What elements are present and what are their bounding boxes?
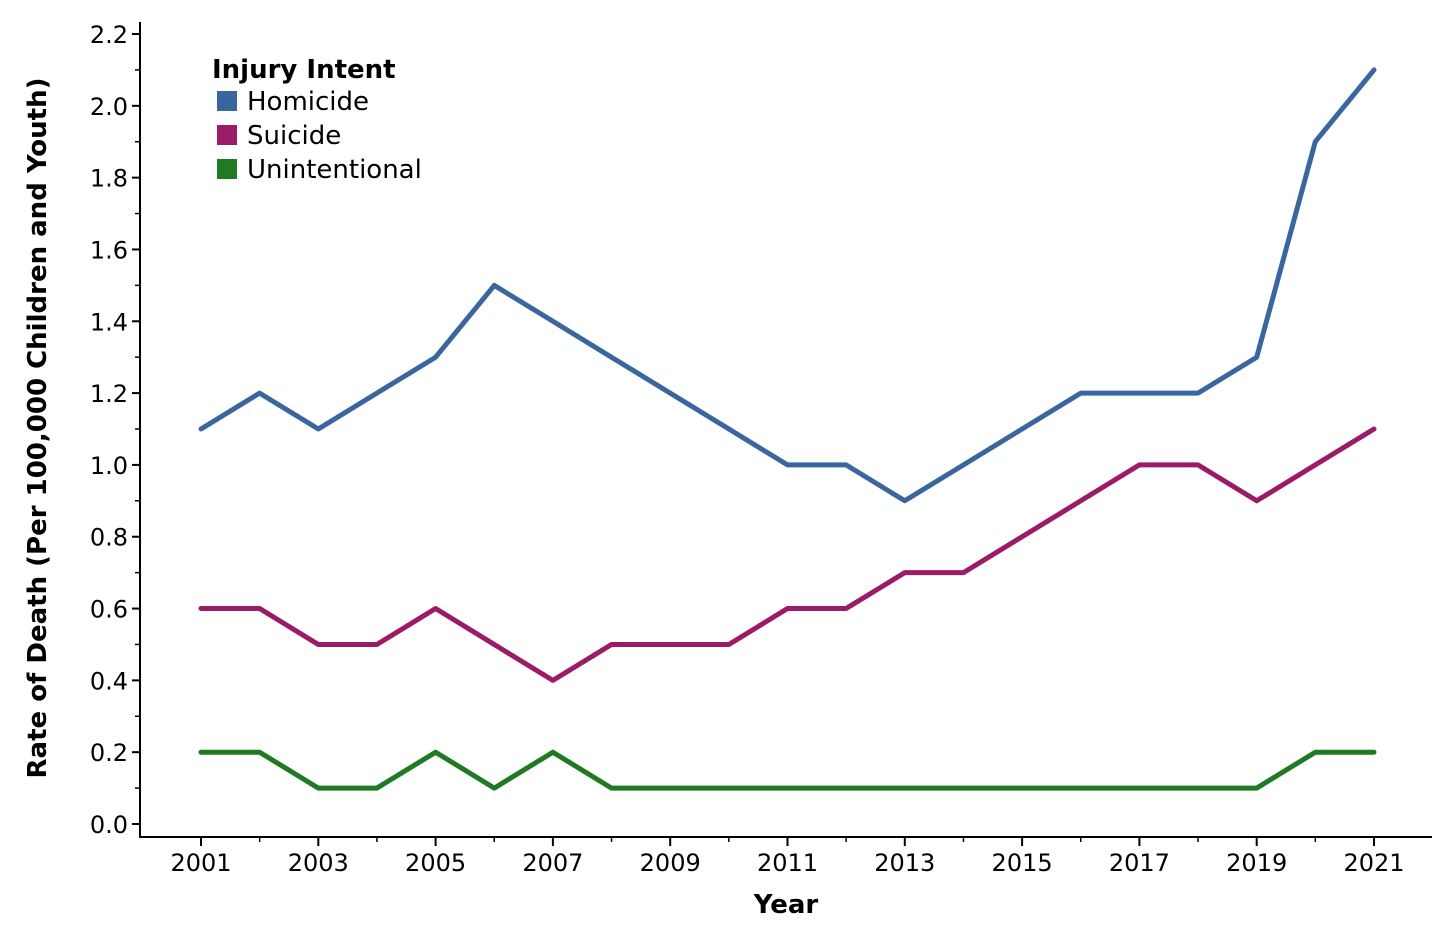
series-line-unintentional — [198, 749, 1377, 791]
y-tick-label: 0.8 — [90, 524, 128, 552]
x-tick-label: 2001 — [170, 849, 231, 877]
x-tick-label: 2017 — [1109, 849, 1170, 877]
legend-title: Injury Intent — [212, 55, 396, 85]
x-tick-label: 2013 — [874, 849, 935, 877]
series-lines — [198, 67, 1377, 791]
x-tick-label: 2019 — [1226, 849, 1287, 877]
legend-swatch-unintentional — [217, 159, 237, 179]
y-tick-label: 0.6 — [90, 596, 128, 624]
x-tick-label: 2021 — [1343, 849, 1404, 877]
y-tick-label: 2.0 — [90, 93, 128, 121]
legend-swatch-homicide — [217, 91, 237, 111]
axes: 0.0 0.2 0.4 0.6 0.8 1.0 1.2 1.4 1.6 1.8 2.0 2.2 2001… — [90, 21, 1432, 877]
series-line-suicide — [198, 426, 1377, 683]
x-tick-label: 2015 — [992, 849, 1053, 877]
y-tick-label: 1.4 — [90, 308, 128, 336]
legend-swatch-suicide — [217, 125, 237, 145]
legend: Injury Intent Homicide Suicide Unintention… — [212, 55, 422, 185]
x-axis-title: Year — [753, 890, 819, 920]
x-tick-label: 2009 — [640, 849, 701, 877]
y-tick-label: 0.0 — [90, 811, 128, 839]
y-tick-label: 1.2 — [90, 380, 128, 408]
y-axis-title: Rate of Death (Per 100,000 Children and … — [23, 78, 53, 779]
y-tick-label: 1.8 — [90, 165, 128, 193]
y-tick-label: 1.0 — [90, 452, 128, 480]
x-tick-label: 2005 — [405, 849, 466, 877]
y-tick-label: 0.4 — [90, 667, 128, 695]
legend-label-suicide: Suicide — [247, 121, 341, 151]
x-tick-label: 2011 — [757, 849, 818, 877]
y-tick-label: 0.2 — [90, 739, 128, 767]
y-tick-label: 1.6 — [90, 236, 128, 264]
legend-label-homicide: Homicide — [247, 87, 369, 117]
x-tick-label: 2003 — [288, 849, 349, 877]
legend-label-unintentional: Unintentional — [247, 155, 422, 185]
x-tick-label: 2007 — [522, 849, 583, 877]
y-tick-label: 2.2 — [90, 21, 128, 49]
series-line-homicide — [198, 67, 1377, 504]
